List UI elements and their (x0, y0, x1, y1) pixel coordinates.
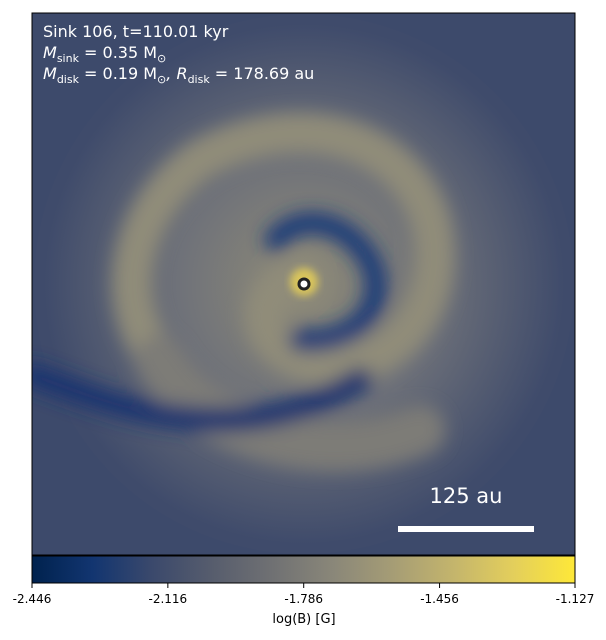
annotation-text: M (43, 64, 57, 83)
colorbar-tick-label: -2.116 (149, 592, 188, 606)
frame (31, 12, 576, 556)
colorbar-tick-label: -1.127 (556, 592, 595, 606)
colorbar-ticks: -2.446 -2.116 -1.786 -1.456 -1.127 (13, 583, 595, 606)
annotation: Msink = 0.35 M⊙ (43, 43, 166, 65)
colorbar (31, 555, 576, 584)
sink-marker (297, 277, 311, 291)
annotation-subscript: ⊙ (157, 52, 166, 65)
colorbar-tick-label: -2.446 (13, 592, 52, 606)
annotation-text: , R (166, 64, 187, 83)
colorbar-label: log(B) [G] (272, 612, 335, 627)
annotation-subscript: sink (57, 52, 80, 65)
annotation-subscript: disk (188, 73, 211, 86)
annotation: Mdisk = 0.19 M⊙, Rdisk = 178.69 au (43, 64, 314, 86)
scale-bar-label: 125 au (430, 484, 503, 508)
annotation: Sink 106, t=110.01 kyr (43, 22, 229, 41)
annotation-text: = 178.69 au (210, 64, 315, 83)
annotation-text: Sink 106, t=110.01 kyr (43, 22, 229, 41)
annotation-subscript: ⊙ (157, 73, 166, 86)
colorbar-tick-label: -1.456 (420, 592, 459, 606)
annotation-text: = 0.19 M (79, 64, 157, 83)
field-map: 125 au (32, 13, 575, 555)
annotation-subscript: disk (57, 73, 80, 86)
colorbar-tick-label: -1.786 (284, 592, 323, 606)
annotation-text: = 0.35 M (79, 43, 157, 62)
annotation-text: M (43, 43, 57, 62)
